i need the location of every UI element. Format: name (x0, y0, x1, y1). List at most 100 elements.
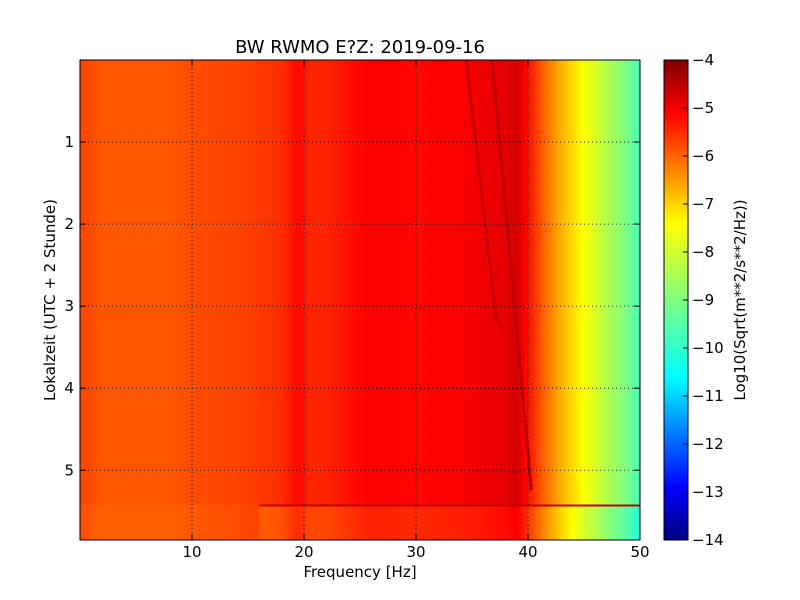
heatmap-column (603, 60, 607, 506)
heatmap-column-lower (368, 505, 372, 540)
heatmap-column (466, 60, 470, 506)
heatmap-column (628, 60, 632, 506)
heatmap-column (326, 60, 330, 506)
heatmap-column (133, 60, 137, 506)
heatmap-column-lower (595, 505, 599, 540)
heatmap-column-lower (631, 505, 635, 540)
heatmap-column-lower (152, 505, 156, 540)
heatmap-column-lower (617, 505, 621, 540)
heatmap-column (449, 60, 453, 506)
heatmap-column (105, 60, 109, 506)
heatmap-column (418, 60, 422, 506)
colorbar-tick-label: −12 (692, 435, 724, 453)
heatmap-column-lower (189, 505, 193, 540)
heatmap-column-lower (458, 505, 462, 540)
heatmap-column-lower (365, 505, 369, 540)
heatmap-column-lower (203, 505, 207, 540)
heatmap-column-lower (547, 505, 551, 540)
heatmap-column (589, 60, 593, 506)
heatmap-column-lower (256, 505, 260, 540)
heatmap-column (558, 60, 562, 506)
heatmap-column (267, 60, 271, 506)
heatmap-column (455, 60, 459, 506)
heatmap-column (119, 60, 123, 506)
heatmap-column (304, 60, 308, 506)
heatmap-column-lower (234, 505, 238, 540)
heatmap-column (290, 60, 294, 506)
heatmap-column-lower (474, 505, 478, 540)
x-tick-label: 10 (182, 543, 201, 561)
heatmap-column (99, 60, 103, 506)
heatmap-column-lower (614, 505, 618, 540)
heatmap-column (463, 60, 467, 506)
heatmap-column (514, 60, 518, 506)
heatmap-column (427, 60, 431, 506)
heatmap-column-lower (500, 505, 504, 540)
colorbar-label: Log10(Sqrt(m**2/s**2/Hz)) (731, 199, 749, 400)
heatmap-column-lower (332, 505, 336, 540)
heatmap-column (542, 60, 546, 506)
heatmap-column (152, 60, 156, 506)
heatmap-column (488, 60, 492, 506)
x-axis-label: Frequency [Hz] (303, 563, 416, 581)
heatmap-column-lower (295, 505, 299, 540)
heatmap-column (337, 60, 341, 506)
heatmap-column-lower (449, 505, 453, 540)
heatmap-column-lower (572, 505, 576, 540)
heatmap-column-lower (304, 505, 308, 540)
heatmap-column (592, 60, 596, 506)
heatmap-column-lower (427, 505, 431, 540)
heatmap-column (315, 60, 319, 506)
heatmap-column (570, 60, 574, 506)
heatmap-column-lower (88, 505, 92, 540)
heatmap-column (250, 60, 254, 506)
heatmap-column (88, 60, 92, 506)
heatmap-column (96, 60, 100, 506)
heatmap-column-lower (407, 505, 411, 540)
heatmap-column-lower (525, 505, 529, 540)
heatmap-column-lower (166, 505, 170, 540)
heatmap-column-lower (172, 505, 176, 540)
heatmap-column-lower (155, 505, 159, 540)
heatmap-column (278, 60, 282, 506)
heatmap-column-lower (138, 505, 142, 540)
colorbar-ticks: −4 −5 −6 −7 −8 −9 −10 −11 −12 −13 −14 (683, 51, 724, 549)
y-tick-label: 3 (64, 297, 74, 315)
heatmap-column (306, 60, 310, 506)
heatmap-column (158, 60, 162, 506)
heatmap-column-lower (410, 505, 414, 540)
heatmap-column (623, 60, 627, 506)
heatmap-column-lower (99, 505, 103, 540)
heatmap-column-lower (323, 505, 327, 540)
heatmap-column (486, 60, 490, 506)
heatmap-column-lower (544, 505, 548, 540)
heatmap-column-lower (603, 505, 607, 540)
heatmap-column (452, 60, 456, 506)
heatmap-column-lower (575, 505, 579, 540)
heatmap-column (376, 60, 380, 506)
heatmap-column (483, 60, 487, 506)
heatmap-column-lower (446, 505, 450, 540)
heatmap-column (264, 60, 268, 506)
heatmap-column-lower (528, 505, 532, 540)
heatmap-column-lower (558, 505, 562, 540)
heatmap-column (127, 60, 131, 506)
heatmap-column (340, 60, 344, 506)
heatmap-column (147, 60, 151, 506)
heatmap-column-lower (164, 505, 168, 540)
heatmap-column-lower (141, 505, 145, 540)
heatmap-column-lower (276, 505, 280, 540)
heatmap-column-lower (578, 505, 582, 540)
heatmap-column-lower (144, 505, 148, 540)
heatmap-column (186, 60, 190, 506)
heatmap-column (497, 60, 501, 506)
heatmap-column-lower (91, 505, 95, 540)
heatmap-column (396, 60, 400, 506)
tonal-line (464, 59, 499, 323)
heatmap-column (519, 60, 523, 506)
heatmap-column (138, 60, 142, 506)
heatmap-column-lower (480, 505, 484, 540)
heatmap-column (544, 60, 548, 506)
heatmap-column (225, 60, 229, 506)
heatmap-column (256, 60, 260, 506)
